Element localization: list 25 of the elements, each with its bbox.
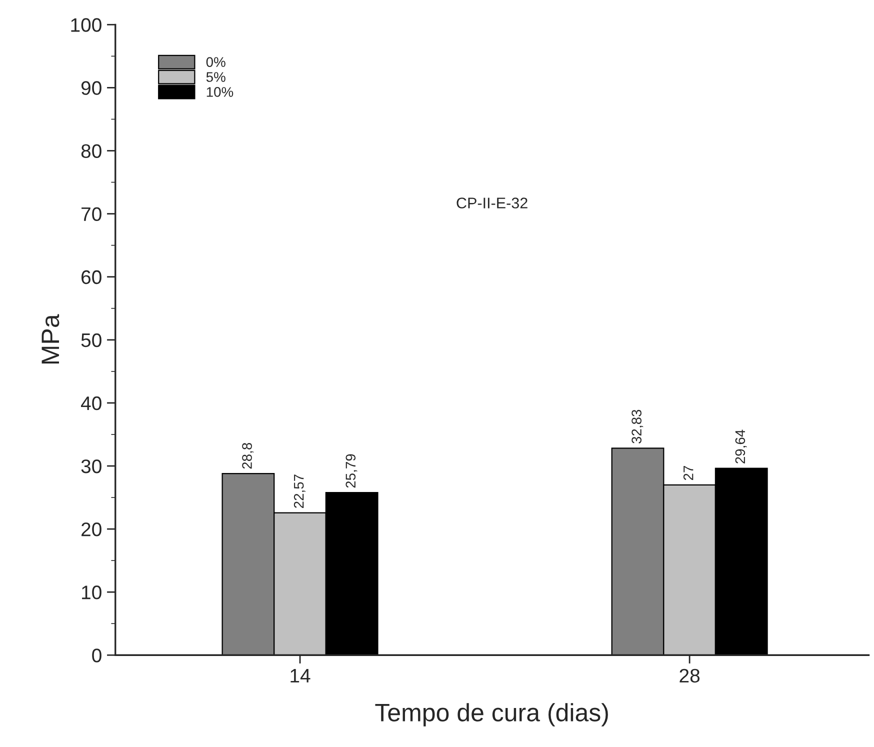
x-tick-label: 14 (290, 669, 310, 682)
x-tick-label: 28 (680, 668, 700, 683)
y-tick-label: 20 (82, 522, 102, 536)
legend-label: 10% (206, 87, 234, 97)
y-tick-label: 40 (80, 396, 102, 410)
legend-label: 0% (206, 57, 226, 67)
y-tick-label: 50 (81, 333, 102, 348)
x-axis-title: Tempo de cura (dias) (375, 703, 608, 726)
y-tick-label: 100 (71, 18, 102, 32)
y-axis-title: MPa (42, 314, 60, 364)
y-tick-label: 10 (82, 586, 102, 600)
legend-label: 5% (206, 72, 226, 82)
y-tick-label: 70 (82, 207, 102, 222)
data-label: 22,57 (294, 474, 306, 508)
data-label: 25,79 (346, 454, 358, 488)
y-tick-label: 0 (92, 648, 102, 662)
y-tick-label: 90 (81, 81, 102, 95)
data-label: 32,83 (632, 410, 644, 444)
y-tick-label: 30 (81, 459, 102, 474)
y-tick-label: 80 (81, 144, 102, 158)
annotation: CP-II-E-32 (456, 198, 528, 208)
data-label: 29,64 (735, 430, 747, 464)
data-label: 27 (683, 466, 694, 480)
data-label: 28,8 (242, 442, 254, 469)
y-tick-label: 60 (82, 270, 102, 284)
